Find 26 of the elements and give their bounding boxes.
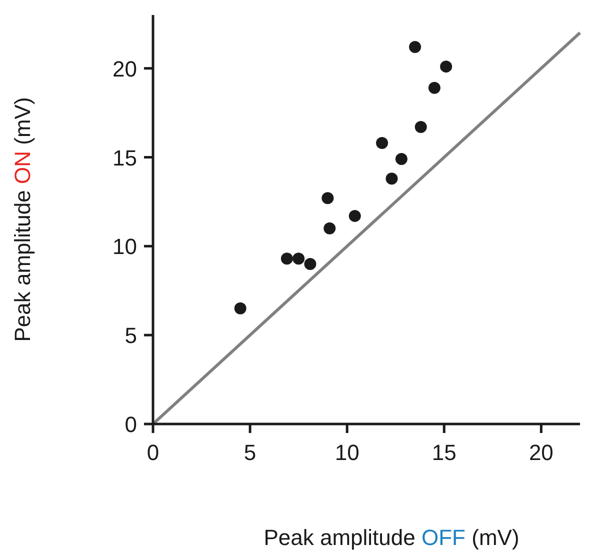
point bbox=[376, 137, 388, 150]
y-tick-label: 5 bbox=[124, 323, 137, 348]
point bbox=[280, 252, 293, 265]
point bbox=[324, 222, 336, 234]
y-tick-label: 20 bbox=[112, 56, 137, 82]
x-tick-label: 10 bbox=[334, 440, 360, 465]
x-tick-label: 15 bbox=[432, 440, 456, 465]
x-axis-title: Peak amplitude OFF (mV) bbox=[264, 525, 520, 550]
y-tick-label: 0 bbox=[124, 412, 137, 437]
point bbox=[386, 172, 398, 185]
y-axis-title: Peak amplitude ON (mV) bbox=[10, 97, 35, 342]
point bbox=[395, 153, 408, 166]
x-tick-label: 20 bbox=[528, 440, 554, 465]
y-tick-label: 15 bbox=[112, 145, 137, 170]
x-tick-label: 0 bbox=[146, 440, 160, 465]
x-tick-label: 5 bbox=[244, 440, 256, 465]
point bbox=[292, 252, 305, 265]
point bbox=[428, 82, 440, 94]
point bbox=[304, 258, 316, 270]
point bbox=[414, 121, 427, 134]
point bbox=[322, 192, 334, 204]
y-tick-label: 10 bbox=[112, 234, 137, 260]
point bbox=[234, 302, 246, 314]
point bbox=[440, 60, 452, 73]
point bbox=[348, 210, 361, 222]
point bbox=[409, 41, 422, 54]
